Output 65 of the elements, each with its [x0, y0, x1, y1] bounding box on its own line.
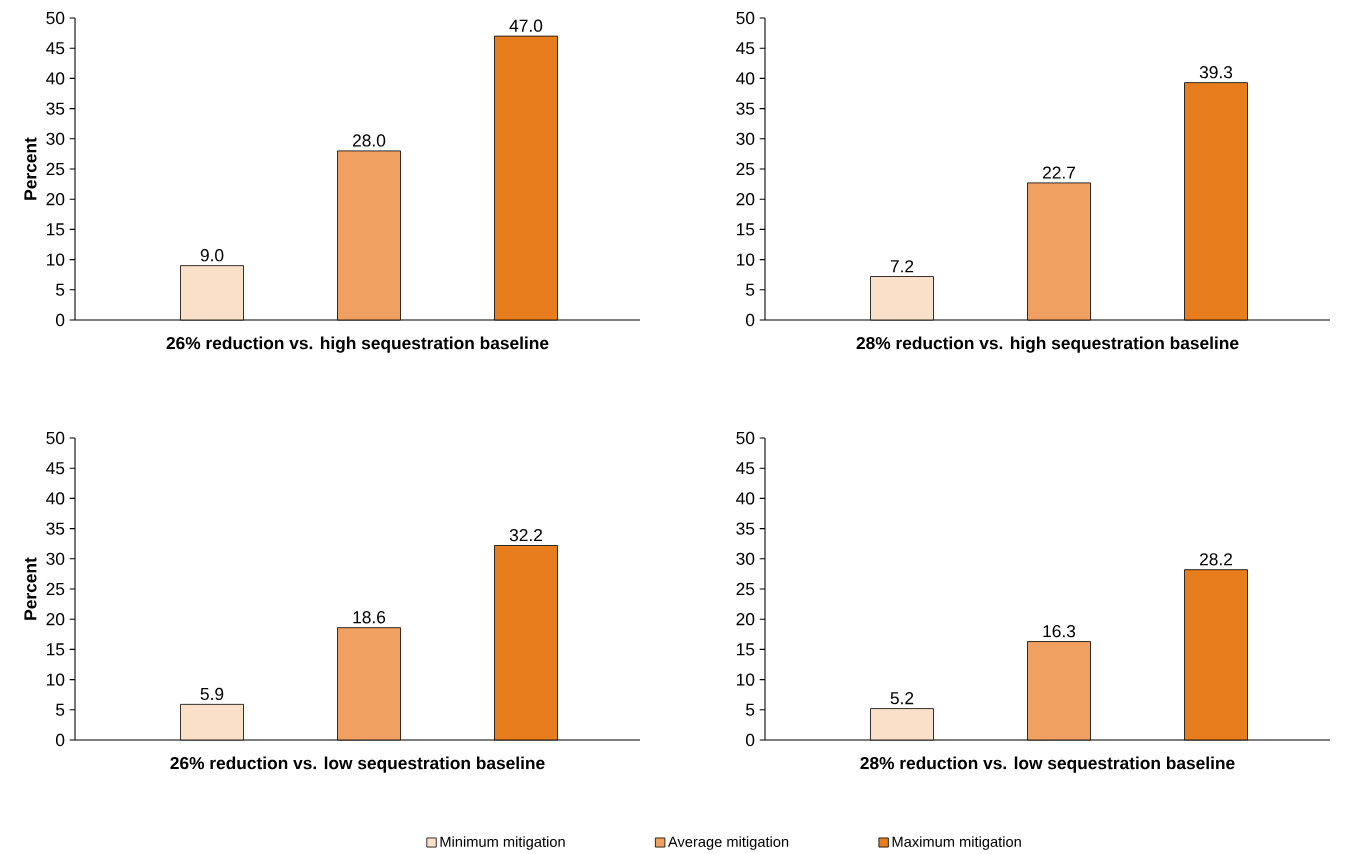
y-tick-label: 25	[46, 582, 65, 596]
x-axis-title: 28% reduction vs. high sequestration baseline	[856, 336, 1239, 353]
y-tick-label: 30	[46, 132, 65, 145]
x-axis-title: 28% reduction vs. low sequestration baseline	[860, 756, 1235, 773]
y-tick-label: 45	[46, 462, 65, 475]
y-tick-label: 45	[736, 42, 755, 55]
y-tick-label: 0	[745, 733, 755, 747]
y-tick-label: 15	[47, 223, 65, 236]
y-tick-label: 20	[736, 612, 755, 626]
x-axis-title: 26% reduction vs. low sequestration baseline	[170, 756, 545, 773]
y-tick-label: 50	[736, 431, 755, 445]
y-tick-label: 40	[736, 72, 755, 85]
y-tick-label: 35	[736, 102, 755, 115]
y-tick-label: 0	[55, 733, 65, 747]
data-label: 39.3	[1199, 66, 1233, 79]
y-tick-label: 5	[746, 703, 755, 716]
y-axis-title: Percent	[24, 557, 37, 620]
y-tick-label: 25	[46, 162, 65, 176]
y-tick-label: 5	[746, 283, 755, 296]
y-tick-label: 10	[736, 673, 755, 686]
y-tick-label: 35	[736, 522, 755, 535]
y-tick-label: 20	[46, 192, 65, 206]
y-tick-label: 50	[46, 431, 65, 445]
y-tick-label: 50	[46, 11, 65, 25]
y-tick-label: 5	[56, 283, 65, 296]
y-tick-label: 10	[47, 253, 65, 266]
y-tick-label: 15	[736, 643, 755, 656]
y-tick-label: 15	[47, 643, 65, 656]
data-label: 47.0	[509, 19, 543, 32]
data-label: 5.2	[890, 691, 914, 705]
y-tick-label: 0	[55, 313, 65, 327]
y-tick-label: 40	[46, 492, 65, 505]
y-tick-label: 30	[736, 132, 755, 145]
y-axis-title: Percent	[24, 137, 37, 200]
y-tick-label: 30	[46, 552, 65, 565]
y-tick-label: 50	[736, 11, 755, 25]
y-tick-label: 10	[737, 253, 755, 266]
legend-label: Maximum mitigation	[892, 836, 1021, 850]
data-label: 18.6	[353, 611, 386, 624]
y-tick-label: 40	[46, 72, 65, 85]
data-label: 7.2	[890, 260, 914, 273]
x-axis-title: 26% reduction vs. high sequestration baseline	[166, 336, 549, 353]
data-label: 28.2	[1200, 553, 1232, 566]
data-label: 9.0	[200, 249, 224, 262]
y-tick-label: 15	[737, 223, 755, 236]
data-label: 28.0	[353, 134, 386, 147]
data-label: 32.2	[509, 528, 542, 542]
data-label: 5.9	[200, 687, 224, 701]
data-label: 16.3	[1043, 624, 1076, 638]
legend-label: Average mitigation	[667, 836, 789, 850]
y-tick-label: 25	[736, 162, 755, 176]
y-tick-label: 40	[736, 492, 755, 505]
y-tick-label: 45	[46, 42, 65, 55]
y-tick-label: 35	[46, 522, 65, 535]
data-label: 22.7	[1043, 166, 1075, 179]
legend-label: Minimum mitigation	[440, 836, 565, 850]
y-tick-label: 30	[736, 552, 755, 565]
y-tick-label: 10	[47, 673, 65, 686]
y-tick-label: 20	[46, 612, 65, 626]
y-tick-label: 25	[736, 582, 755, 596]
y-tick-label: 35	[46, 102, 65, 115]
y-tick-label: 0	[745, 313, 755, 327]
y-tick-label: 5	[56, 703, 65, 716]
y-tick-label: 20	[736, 192, 755, 206]
y-tick-label: 45	[736, 462, 755, 475]
